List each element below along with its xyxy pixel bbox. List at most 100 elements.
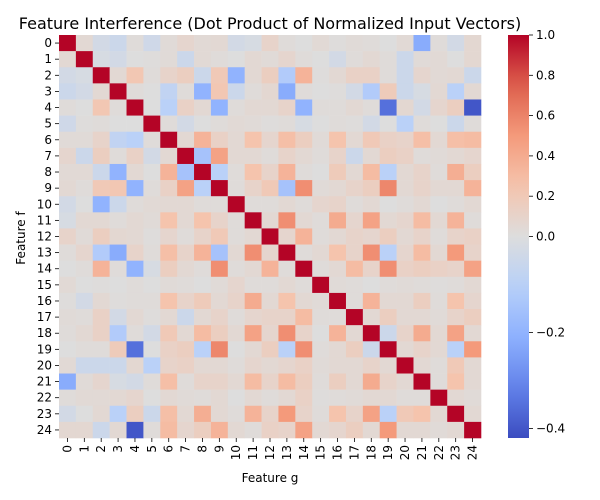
heatmap-cell bbox=[210, 341, 229, 358]
heatmap-cell bbox=[126, 405, 144, 423]
heatmap-cell bbox=[278, 212, 296, 229]
heatmap-cell bbox=[143, 212, 161, 229]
heatmap-cell bbox=[177, 83, 195, 100]
heatmap-cell bbox=[413, 212, 431, 229]
heatmap-cell bbox=[396, 131, 414, 149]
heatmap-cell bbox=[362, 35, 381, 52]
heatmap-cell bbox=[92, 131, 110, 149]
heatmap-cell bbox=[160, 67, 178, 84]
heatmap-cell bbox=[362, 131, 381, 149]
heatmap-cell bbox=[396, 309, 414, 326]
heatmap-cell bbox=[295, 389, 313, 407]
heatmap-cell bbox=[329, 35, 347, 52]
heatmap-cell bbox=[413, 276, 431, 294]
heatmap-cell bbox=[261, 180, 279, 197]
heatmap-cell bbox=[126, 244, 144, 261]
heatmap-cell bbox=[430, 163, 448, 181]
heatmap-cell bbox=[75, 51, 94, 68]
heatmap-cell bbox=[379, 180, 397, 197]
heatmap-cell bbox=[261, 35, 279, 52]
heatmap-cell bbox=[194, 357, 212, 374]
heatmap-cell bbox=[177, 260, 195, 278]
heatmap-cell bbox=[362, 421, 381, 439]
heatmap-cell bbox=[362, 51, 381, 68]
heatmap-cell bbox=[227, 357, 245, 374]
heatmap-cell bbox=[312, 357, 330, 374]
heatmap-cell bbox=[379, 341, 397, 358]
heatmap-cell bbox=[75, 212, 94, 229]
heatmap-cell bbox=[109, 276, 127, 294]
heatmap-cell bbox=[92, 260, 110, 278]
heatmap-cell bbox=[194, 325, 212, 342]
x-axis-ticks: 0 1 2 3 4 5 6 7 8 9 10 11 12 13 14 15 16 17 18 19 20 21 22 23 24 bbox=[60, 438, 480, 460]
heatmap-cell bbox=[210, 83, 229, 100]
heatmap-cell bbox=[194, 244, 212, 261]
heatmap-cell bbox=[75, 244, 94, 261]
heatmap-cell bbox=[75, 35, 94, 52]
heatmap-cell bbox=[413, 309, 431, 326]
heatmap-cell bbox=[295, 196, 313, 213]
heatmap-cell bbox=[278, 180, 296, 197]
colorbar-ticks: 1.0 0.8 0.6 0.4 0.2 0.0 −0.2 −0.4 bbox=[529, 28, 565, 435]
heatmap-cell bbox=[92, 228, 110, 245]
heatmap-cell bbox=[244, 389, 262, 407]
heatmap-cell bbox=[329, 67, 347, 84]
heatmap-cell bbox=[447, 292, 465, 310]
y-tick-label: 15 bbox=[37, 278, 52, 292]
x-tick-label: 18 bbox=[364, 445, 378, 460]
heatmap-cell bbox=[261, 51, 279, 68]
heatmap-cell bbox=[143, 51, 161, 68]
heatmap-cell bbox=[430, 357, 448, 374]
heatmap-cell bbox=[464, 389, 482, 407]
heatmap-cell bbox=[362, 260, 381, 278]
heatmap-cell bbox=[362, 357, 381, 374]
heatmap-cell bbox=[295, 67, 313, 84]
heatmap-cell bbox=[261, 292, 279, 310]
heatmap-cell bbox=[413, 67, 431, 84]
heatmap-cell bbox=[109, 83, 127, 100]
heatmap-cell bbox=[126, 260, 144, 278]
heatmap-cell bbox=[126, 51, 144, 68]
heatmap-cell bbox=[345, 421, 364, 439]
heatmap-cell bbox=[75, 83, 94, 100]
x-tick-label: 19 bbox=[381, 445, 395, 460]
heatmap-cell bbox=[75, 309, 94, 326]
heatmap-cell bbox=[194, 276, 212, 294]
heatmap-cell bbox=[261, 421, 279, 439]
heatmap-cell bbox=[210, 228, 229, 245]
heatmap-cell bbox=[278, 147, 296, 165]
y-tick-label: 4 bbox=[44, 101, 52, 115]
heatmap-cell bbox=[210, 405, 229, 423]
heatmap-cell bbox=[244, 325, 262, 342]
heatmap-cell bbox=[396, 389, 414, 407]
heatmap-cell bbox=[160, 131, 178, 149]
heatmap-cell bbox=[210, 389, 229, 407]
heatmap-cell bbox=[396, 373, 414, 390]
heatmap-cell bbox=[362, 276, 381, 294]
heatmap-cell bbox=[194, 341, 212, 358]
heatmap-cell bbox=[396, 83, 414, 100]
heatmap-cell bbox=[109, 51, 127, 68]
heatmap-cell bbox=[59, 83, 77, 100]
heatmap-cell bbox=[447, 51, 465, 68]
heatmap-cell bbox=[126, 83, 144, 100]
colorbar-tick-label: −0.2 bbox=[536, 325, 565, 339]
x-tick-label: 24 bbox=[466, 445, 480, 460]
heatmap-cell bbox=[379, 67, 397, 84]
heatmap-cell bbox=[447, 196, 465, 213]
heatmap-cell bbox=[143, 357, 161, 374]
heatmap-cell bbox=[464, 163, 482, 181]
heatmap-cell bbox=[126, 163, 144, 181]
heatmap-cell bbox=[210, 212, 229, 229]
heatmap-cell bbox=[362, 147, 381, 165]
heatmap-cell bbox=[126, 212, 144, 229]
heatmap-cell bbox=[227, 147, 245, 165]
heatmap-cell bbox=[396, 147, 414, 165]
heatmap-cell bbox=[312, 325, 330, 342]
heatmap-cell bbox=[92, 405, 110, 423]
heatmap-cell bbox=[92, 147, 110, 165]
heatmap-cell bbox=[75, 357, 94, 374]
heatmap-cell bbox=[464, 51, 482, 68]
heatmap-cell bbox=[430, 260, 448, 278]
